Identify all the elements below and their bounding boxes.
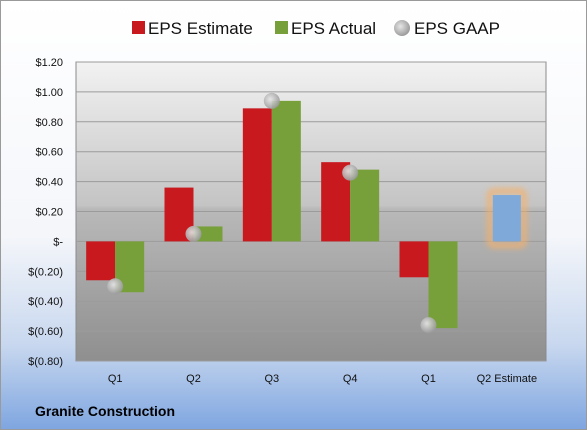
legend-label-eps-gaap: EPS GAAP <box>414 19 500 38</box>
gridlines <box>76 61 546 362</box>
x-tick-label: Q3 <box>264 373 279 385</box>
bar-eps-actual <box>350 169 380 242</box>
bar-q2-estimate <box>492 195 521 242</box>
x-tick-label: Q4 <box>343 373 358 385</box>
bar-eps-actual <box>193 226 223 242</box>
estimate-bar-glow <box>486 188 527 249</box>
point-eps-gaap <box>185 225 202 242</box>
bar-eps-actual <box>428 241 458 329</box>
y-tick-label: $- <box>53 236 63 248</box>
y-tick-label: $1.00 <box>35 87 63 99</box>
point-eps-gaap <box>263 92 280 109</box>
bar-eps-estimate <box>399 241 429 278</box>
legend-swatch-eps-actual <box>275 21 288 34</box>
y-tick-label: $(0.40) <box>28 296 63 308</box>
y-tick-label: $(0.20) <box>28 266 63 278</box>
x-tick-label: Q2 <box>186 373 201 385</box>
bar-eps-estimate <box>86 241 116 281</box>
y-tick-label: $0.20 <box>35 207 63 219</box>
legend: EPS Estimate EPS Actual EPS GAAP <box>132 19 500 38</box>
gaap-points <box>107 92 437 334</box>
x-tick-label: Q1 <box>421 373 436 385</box>
y-tick-label: $(0.80) <box>28 356 63 368</box>
x-tick-label: Q1 <box>108 373 123 385</box>
company-name: Granite Construction <box>35 403 176 419</box>
point-eps-gaap <box>420 317 437 334</box>
y-tick-label: $0.80 <box>35 117 63 129</box>
x-tick-label: Q2 Estimate <box>477 373 538 385</box>
y-tick-label: $0.60 <box>35 147 63 159</box>
y-tick-label: $0.40 <box>35 177 63 189</box>
legend-label-eps-actual: EPS Actual <box>291 19 376 38</box>
y-tick-label: $1.20 <box>35 57 63 69</box>
legend-swatch-eps-estimate <box>132 21 145 34</box>
bar-eps-actual <box>271 100 301 242</box>
legend-label-eps-estimate: EPS Estimate <box>148 19 253 38</box>
x-axis-ticks: Q1 Q2 Q3 Q4 Q1 Q2 Estimate <box>108 373 537 385</box>
point-eps-gaap <box>342 164 359 181</box>
y-axis-ticks: $1.20 $1.00 $0.80 $0.60 $0.40 $0.20 $- $(0.20) $… <box>28 57 63 368</box>
legend-swatch-eps-gaap <box>394 20 410 36</box>
bars <box>86 100 527 329</box>
point-eps-gaap <box>107 278 124 295</box>
y-tick-label: $(0.60) <box>28 326 63 338</box>
bar-eps-estimate <box>242 108 272 242</box>
